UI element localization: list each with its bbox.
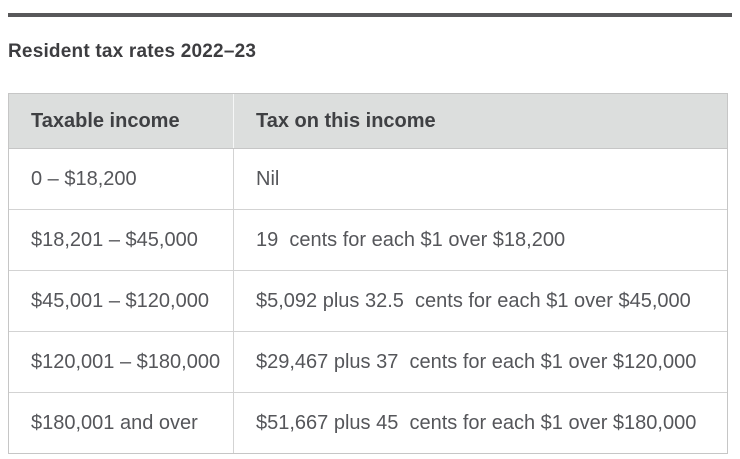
table-row: $180,001 and over $51,667 plus 45 cents … — [8, 392, 728, 454]
taxable-income-cell: $120,001 – $180,000 — [8, 331, 234, 393]
column-header-taxable-income: Taxable income — [8, 93, 234, 149]
taxable-income-cell: $18,201 – $45,000 — [8, 209, 234, 271]
column-header-tax-on-income: Tax on this income — [233, 93, 728, 149]
tax-rates-table: Taxable income Tax on this income 0 – $1… — [8, 93, 728, 454]
taxable-income-cell: $180,001 and over — [8, 392, 234, 454]
tax-on-income-cell: $5,092 plus 32.5 cents for each $1 over … — [233, 270, 728, 332]
taxable-income-cell: 0 – $18,200 — [8, 148, 234, 210]
taxable-income-cell: $45,001 – $120,000 — [8, 270, 234, 332]
table-row: $120,001 – $180,000 $29,467 plus 37 cent… — [8, 331, 728, 393]
top-divider-bar — [8, 13, 732, 17]
tax-on-income-cell: Nil — [233, 148, 728, 210]
page-title: Resident tax rates 2022–23 — [8, 41, 257, 62]
tax-on-income-cell: 19 cents for each $1 over $18,200 — [233, 209, 728, 271]
table-row: $45,001 – $120,000 $5,092 plus 32.5 cent… — [8, 270, 728, 332]
table-header-row: Taxable income Tax on this income — [8, 93, 728, 149]
table-row: 0 – $18,200 Nil — [8, 148, 728, 210]
table-row: $18,201 – $45,000 19 cents for each $1 o… — [8, 209, 728, 271]
tax-on-income-cell: $51,667 plus 45 cents for each $1 over $… — [233, 392, 728, 454]
tax-on-income-cell: $29,467 plus 37 cents for each $1 over $… — [233, 331, 728, 393]
